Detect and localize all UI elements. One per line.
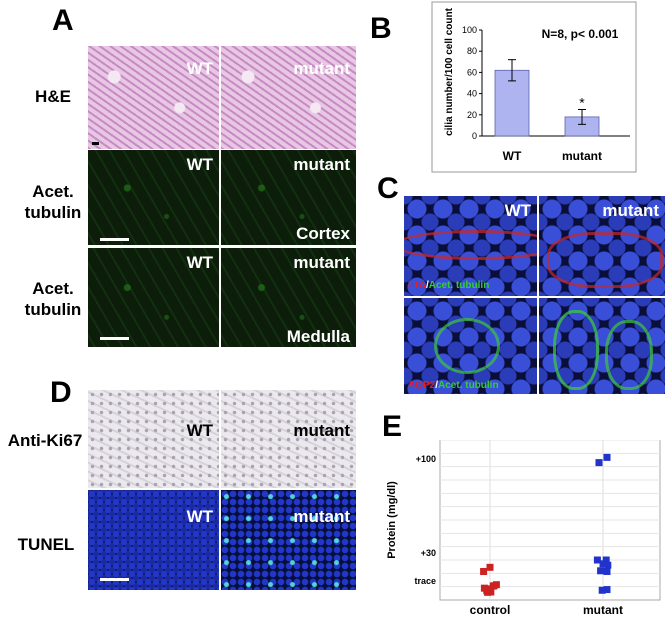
c-legend-bottom: AQP2/Acet. tubulin (408, 380, 499, 391)
chart-b-ytick-label: 80 (467, 46, 477, 56)
chart-b-ytick-label: 100 (462, 25, 477, 35)
tunel-mutant-label: mutant (293, 507, 350, 526)
row-label-he: H&E (35, 87, 71, 106)
he-mutant-label: mutant (293, 59, 350, 78)
chart-b-frame (431, 1, 637, 173)
chart-e-category-label: mutant (583, 603, 623, 617)
chart-e-point (598, 586, 606, 594)
protein-scatter-chart: Protein (mg/dl) trace +30 +100 control mutan… (386, 440, 661, 617)
chart-e-point (603, 567, 611, 575)
chart-e-point (603, 453, 611, 461)
cortex-mutant-image: mutant Cortex (221, 150, 356, 245)
c-wt-bottom-image: AQP2/Acet. tubulin (404, 298, 537, 394)
c-mutant-aqp2-stain-1 (553, 310, 599, 390)
chart-e-point (602, 556, 610, 564)
cortex-region-label: Cortex (296, 224, 350, 243)
chart-e-point (593, 556, 601, 564)
cilia-bar-chart: cilia number/100 cell count N=8, p< 0.00… (431, 1, 637, 173)
tunel-mutant-image: mutant (221, 490, 356, 590)
chart-b-ylabel: cilia number/100 cell count (444, 7, 455, 135)
medulla-scale-bar (100, 337, 129, 340)
chart-b-bars: WT * mutant (494, 59, 602, 163)
c-legend-top: LTA/Acet. tubulin (408, 280, 490, 291)
he-wt-label: WT (186, 59, 213, 78)
tunel-wt-image: WT (88, 490, 219, 590)
c-mutant-lta-stain (547, 232, 663, 288)
c-mutant-aqp2-stain-2 (605, 320, 653, 390)
c-wt-aqp2-stain (434, 318, 500, 374)
chart-b-annotation: N=8, p< 0.001 (542, 27, 619, 41)
chart-e-ytick-label: +30 (421, 548, 436, 558)
chart-e-point (595, 459, 603, 467)
ki67-wt-label: WT (186, 421, 213, 440)
chart-b-ytick-label: 20 (467, 110, 477, 120)
he-scale-bar (92, 142, 99, 145)
panel-letter-b: B (370, 12, 392, 45)
medulla-mutant-label: mutant (293, 253, 350, 272)
cortex-mutant-label: mutant (293, 155, 350, 174)
chart-e-ytick-label: +100 (416, 454, 436, 464)
cortex-scale-bar (100, 238, 129, 241)
chart-e-point (489, 582, 497, 590)
medulla-wt-label: WT (186, 253, 213, 272)
c-mutant-top-image: mutant (539, 196, 665, 296)
chart-e-point (603, 586, 611, 594)
chart-e-point (604, 561, 612, 569)
panel-letter-a: A (52, 4, 74, 37)
chart-e-point (487, 588, 495, 596)
chart-b-category-label: mutant (562, 149, 602, 163)
panel-letter-d: D (50, 376, 72, 409)
chart-e-axes: trace +30 +100 control mutant (414, 440, 661, 617)
chart-b-ytick-label: 60 (467, 67, 477, 77)
cortex-wt-label: WT (186, 155, 213, 174)
chart-e-points (480, 453, 612, 596)
chart-e-ylabel: Protein (mg/dl) (386, 481, 398, 559)
c-mutant-label: mutant (602, 201, 659, 220)
he-wt-image: WT (88, 46, 219, 149)
c-mutant-bottom-image (539, 298, 665, 394)
chart-e-point (597, 567, 605, 575)
c-wt-top-image: WT LTA/Acet. tubulin (404, 196, 537, 296)
chart-e-point (480, 567, 488, 575)
chart-e-ytick-label: trace (414, 576, 436, 586)
chart-e-category-label: control (470, 603, 511, 617)
tunel-wt-label: WT (186, 507, 213, 526)
panel-letter-c: C (377, 172, 399, 205)
chart-b-ytick-label: 0 (472, 131, 477, 141)
chart-e-point (599, 560, 607, 568)
row-label-acet-tubulin-medulla: Acet. tubulin (24, 279, 82, 319)
medulla-wt-image: WT (88, 248, 219, 347)
ki67-mutant-label: mutant (293, 421, 350, 440)
row-label-anti-ki67: Anti-Ki67 (7, 431, 83, 450)
row-label-acet-tubulin-cortex: Acet. tubulin (24, 182, 82, 222)
chart-b-category-label: WT (503, 149, 522, 163)
tunel-scale-bar (100, 578, 129, 581)
ki67-wt-image: WT (88, 390, 219, 488)
panel-letter-e: E (382, 410, 403, 443)
medulla-mutant-image: mutant Medulla (221, 248, 356, 347)
c-wt-lta-stain (404, 230, 537, 260)
cortex-wt-image: WT (88, 150, 219, 245)
c-wt-label: WT (504, 201, 531, 220)
chart-e-point (486, 563, 494, 571)
row-label-tunel: TUNEL (17, 535, 75, 554)
chart-b-significance: * (579, 95, 585, 111)
chart-b-ytick-label: 40 (467, 89, 477, 99)
ki67-mutant-image: mutant (221, 390, 356, 488)
medulla-region-label: Medulla (286, 327, 350, 346)
he-mutant-image: mutant (221, 46, 356, 149)
